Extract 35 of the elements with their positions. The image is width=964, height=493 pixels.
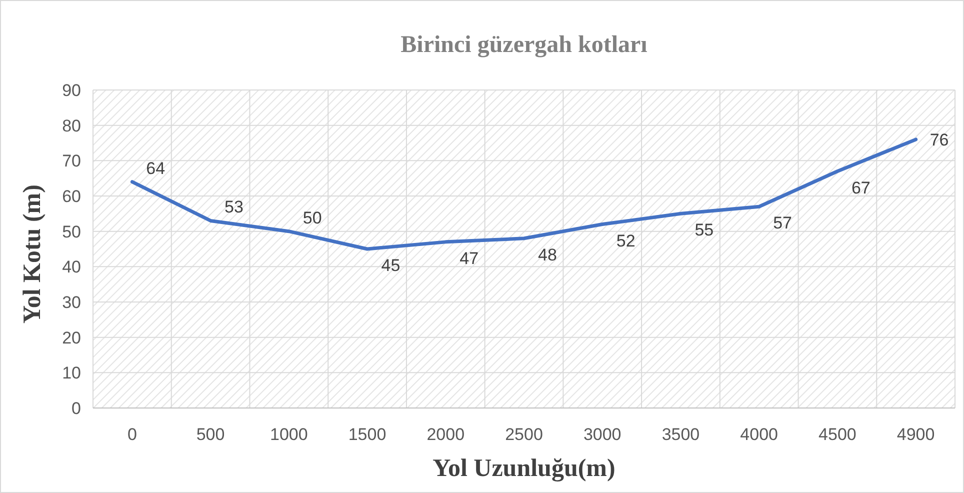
data-label: 45 xyxy=(381,256,400,275)
x-tick-label: 4000 xyxy=(740,425,778,444)
data-label: 53 xyxy=(224,198,244,217)
data-label: 48 xyxy=(538,245,557,264)
y-tick-label: 30 xyxy=(62,292,81,312)
data-label: 47 xyxy=(460,248,479,268)
x-tick-label: 2500 xyxy=(505,425,543,444)
x-tick-label: 0 xyxy=(127,425,137,444)
data-label: 52 xyxy=(616,231,636,250)
data-label: 50 xyxy=(302,208,322,228)
y-tick-label: 0 xyxy=(72,398,81,418)
x-tick-label: 3500 xyxy=(662,425,700,444)
x-tick-label: 1000 xyxy=(270,425,308,444)
y-tick-label: 90 xyxy=(62,80,81,100)
x-tick-label: 4500 xyxy=(818,425,856,444)
y-tick-label: 60 xyxy=(62,186,81,206)
y-tick-label: 80 xyxy=(62,116,81,136)
x-tick-label: 4900 xyxy=(896,425,935,444)
y-axis-title: Yol Kotu (m) xyxy=(19,184,46,324)
y-tick-label: 10 xyxy=(62,364,81,383)
data-label: 76 xyxy=(930,130,949,150)
chart-title: Birinci güzergah kotları xyxy=(400,32,648,58)
data-label: 64 xyxy=(146,158,166,178)
y-tick-label: 40 xyxy=(62,258,81,277)
y-tick-label: 70 xyxy=(62,152,81,171)
x-tick-label: 1500 xyxy=(348,425,386,444)
x-axis-title: Yol Uzunluğu(m) xyxy=(432,455,616,482)
x-tick-label: 2000 xyxy=(426,425,465,444)
data-label: 67 xyxy=(851,178,870,198)
x-tick-label: 500 xyxy=(196,425,225,444)
data-label: 55 xyxy=(694,220,714,240)
y-tick-label: 20 xyxy=(62,328,81,348)
y-tick-label: 50 xyxy=(62,222,81,242)
data-label: 57 xyxy=(773,214,792,233)
x-tick-label: 3000 xyxy=(583,425,622,444)
